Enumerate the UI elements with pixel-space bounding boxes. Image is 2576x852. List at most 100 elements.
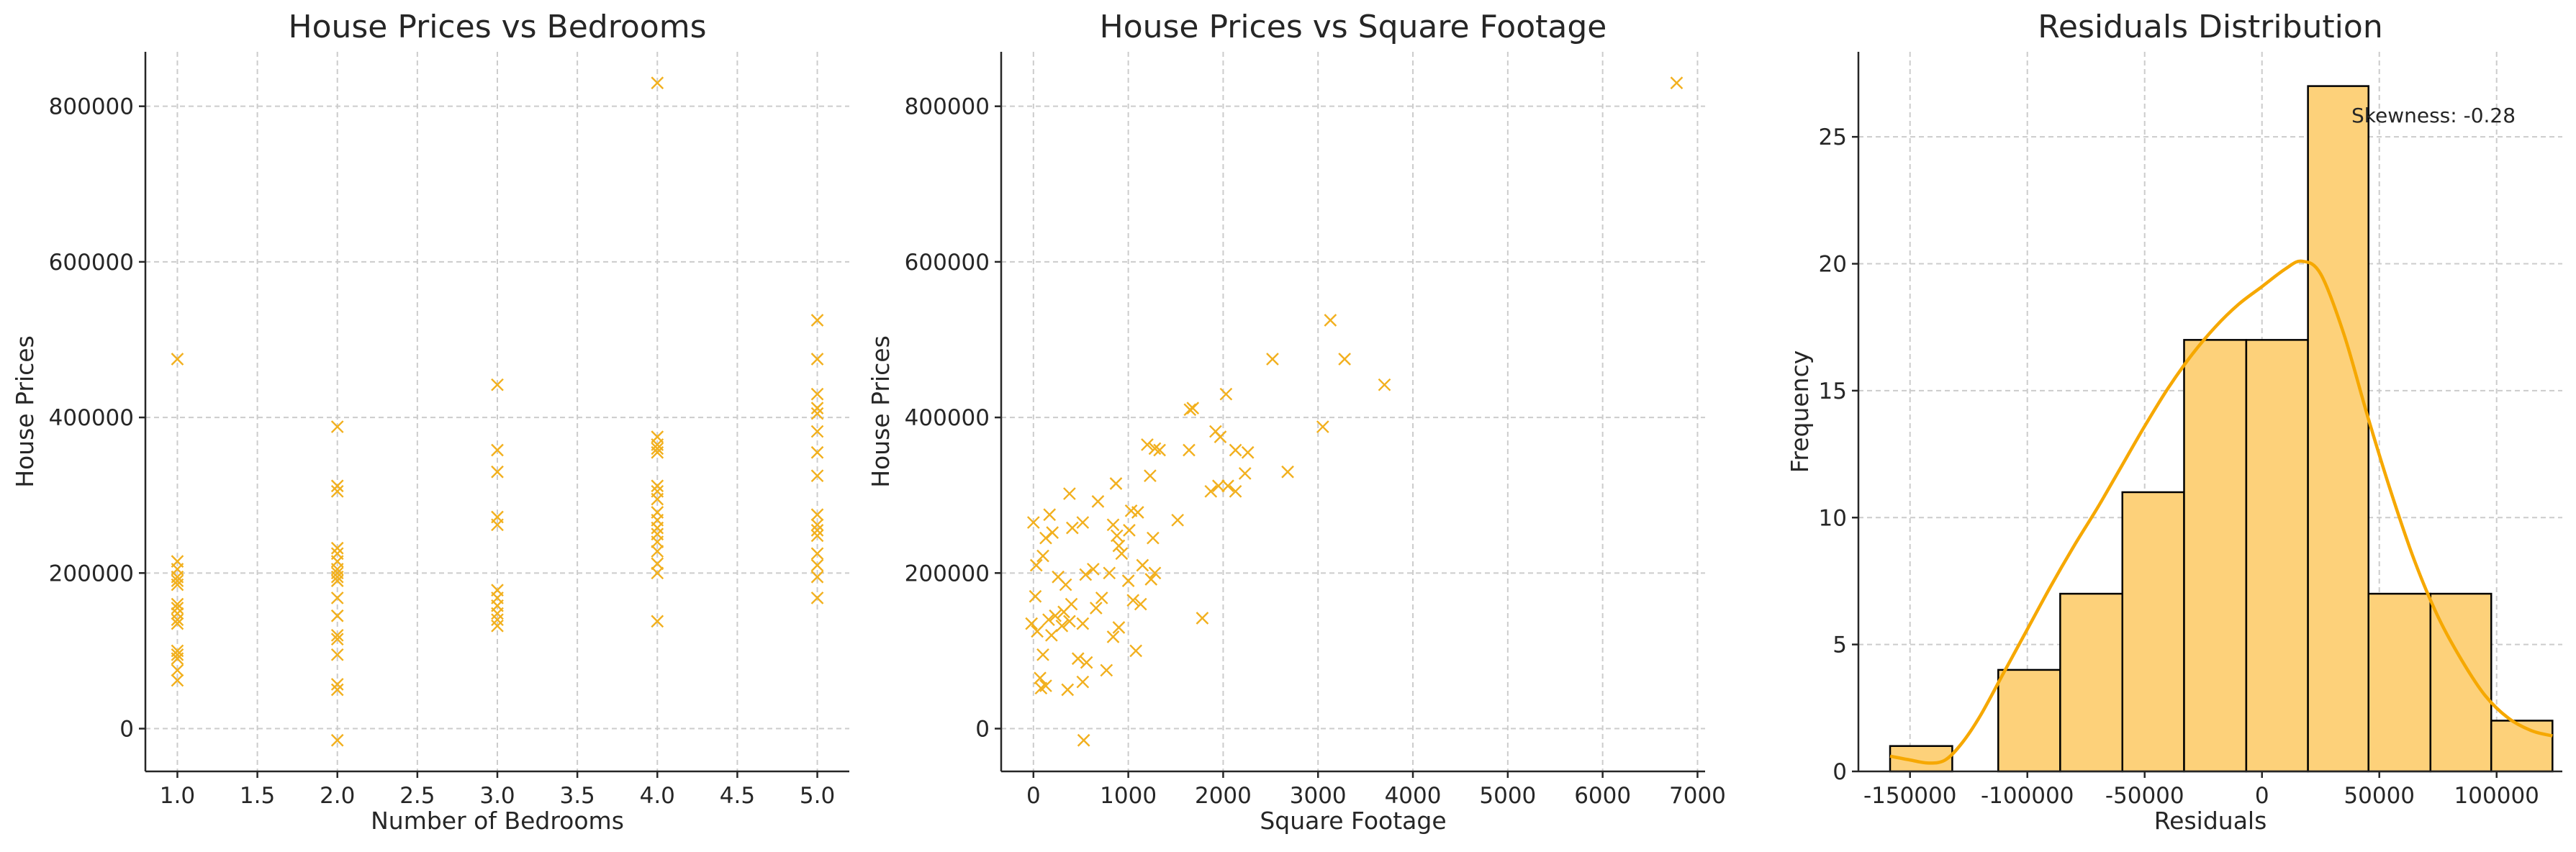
scatter-point xyxy=(651,566,664,580)
scatter-point xyxy=(651,545,664,558)
x-tick-label: 4.5 xyxy=(720,783,755,809)
histogram-bar xyxy=(2245,339,2309,773)
scatter-point xyxy=(1025,617,1039,630)
scatter-point xyxy=(1077,733,1090,747)
x-tick-label: 5000 xyxy=(1479,783,1536,809)
scatter-point xyxy=(1076,516,1090,529)
scatter-point xyxy=(651,535,664,548)
scatter-point xyxy=(1148,566,1162,580)
scatter-point xyxy=(810,558,824,572)
scatter-point xyxy=(491,607,504,620)
x-axis-label: Number of Bedrooms xyxy=(371,807,624,835)
chart-title: Residuals Distribution xyxy=(2038,9,2382,45)
x-tick-label: -150000 xyxy=(1863,783,1957,809)
x-tick-label: 2.0 xyxy=(320,783,355,809)
kde-curve xyxy=(1889,259,2553,765)
scatter-point xyxy=(1103,566,1116,580)
scatter-point xyxy=(330,484,344,498)
y-tick-label: 200000 xyxy=(49,561,134,586)
scatter-point xyxy=(1095,592,1108,604)
y-tick-label: 800000 xyxy=(905,94,990,120)
scatter-point xyxy=(1057,605,1070,619)
scatter-point xyxy=(651,615,664,628)
scatter-point xyxy=(1147,531,1160,545)
scatter-point xyxy=(1076,675,1090,689)
chart-title: House Prices vs Square Footage xyxy=(1100,9,1607,45)
scatter-point xyxy=(1316,420,1329,433)
scatter-point xyxy=(810,508,824,522)
scatter-point xyxy=(1281,465,1294,479)
scatter-point xyxy=(1153,443,1166,457)
x-tick-label: 1.0 xyxy=(160,783,195,809)
scatter-point xyxy=(171,597,184,611)
scatter-point xyxy=(1186,402,1200,414)
scatter-point xyxy=(1123,524,1136,537)
scatter-point xyxy=(1079,568,1093,581)
skewness-annotation: Skewness: -0.28 xyxy=(2351,104,2516,127)
scatter-point xyxy=(330,592,344,604)
x-tick-label: 4.0 xyxy=(640,783,675,809)
scatter-point xyxy=(810,518,824,532)
scatter-point xyxy=(810,547,824,561)
scatter-point xyxy=(1338,353,1351,366)
scatter-point xyxy=(330,733,344,747)
y-tick-label: 0 xyxy=(1832,759,1847,785)
x-axis-label: Square Footage xyxy=(1260,807,1446,835)
x-tick-label: 6000 xyxy=(1574,783,1631,809)
scatter-point xyxy=(651,521,664,535)
scatter-point xyxy=(810,570,824,584)
scatter-point xyxy=(1043,508,1057,522)
scatter-point xyxy=(330,628,344,642)
y-tick-label: 5 xyxy=(1832,633,1847,658)
scatter-point xyxy=(1042,613,1055,627)
scatter-point xyxy=(1219,387,1233,401)
scatter-point xyxy=(1378,378,1391,391)
scatter-point xyxy=(810,407,824,420)
y-tick-label: 200000 xyxy=(905,561,990,586)
scatter-point xyxy=(1110,529,1124,543)
y-tick-label: 400000 xyxy=(49,405,134,431)
scatter-point xyxy=(1121,574,1135,587)
histogram-bar xyxy=(2307,85,2369,773)
x-tick-label: -100000 xyxy=(1981,783,2074,809)
scatter-point xyxy=(1026,516,1040,529)
scatter-point xyxy=(810,524,824,537)
scatter-point xyxy=(651,76,664,90)
scatter-point xyxy=(171,663,184,677)
scatter-point xyxy=(1080,656,1093,669)
scatter-point xyxy=(1034,681,1048,695)
histogram-bar xyxy=(2490,720,2554,773)
scatter-point xyxy=(1087,563,1100,576)
scatter-point xyxy=(491,378,504,391)
scatter-point xyxy=(330,609,344,622)
scatter-point xyxy=(1106,518,1120,532)
scatter-point xyxy=(1061,683,1075,697)
scatter-point xyxy=(171,574,184,587)
scatter-point xyxy=(1211,479,1225,493)
scatter-point xyxy=(1148,442,1162,456)
x-tick-label: 50000 xyxy=(2344,783,2415,809)
scatter-point xyxy=(1241,445,1255,459)
x-tick-label: 3000 xyxy=(1290,783,1347,809)
scatter-point xyxy=(330,648,344,661)
scatter-point xyxy=(810,387,824,401)
y-tick-label: 600000 xyxy=(49,250,134,276)
scatter-point xyxy=(1670,76,1684,90)
scatter-point xyxy=(1229,484,1242,498)
histogram-bar xyxy=(2121,491,2185,773)
histogram-bar xyxy=(2367,592,2432,773)
scatter-point xyxy=(1059,578,1072,592)
y-tick-label: 800000 xyxy=(49,94,134,120)
scatter-point xyxy=(1115,547,1129,561)
y-tick-label: 10 xyxy=(1819,505,1847,531)
scatter-point xyxy=(1089,602,1103,615)
scatter-point xyxy=(1144,469,1157,483)
scatter-point xyxy=(171,613,184,627)
scatter-point xyxy=(171,607,184,620)
scatter-point xyxy=(1039,531,1052,545)
y-tick-label: 0 xyxy=(119,717,134,743)
scatter-point xyxy=(1183,403,1197,417)
scatter-point xyxy=(1183,443,1196,457)
x-tick-label: 1000 xyxy=(1100,783,1157,809)
